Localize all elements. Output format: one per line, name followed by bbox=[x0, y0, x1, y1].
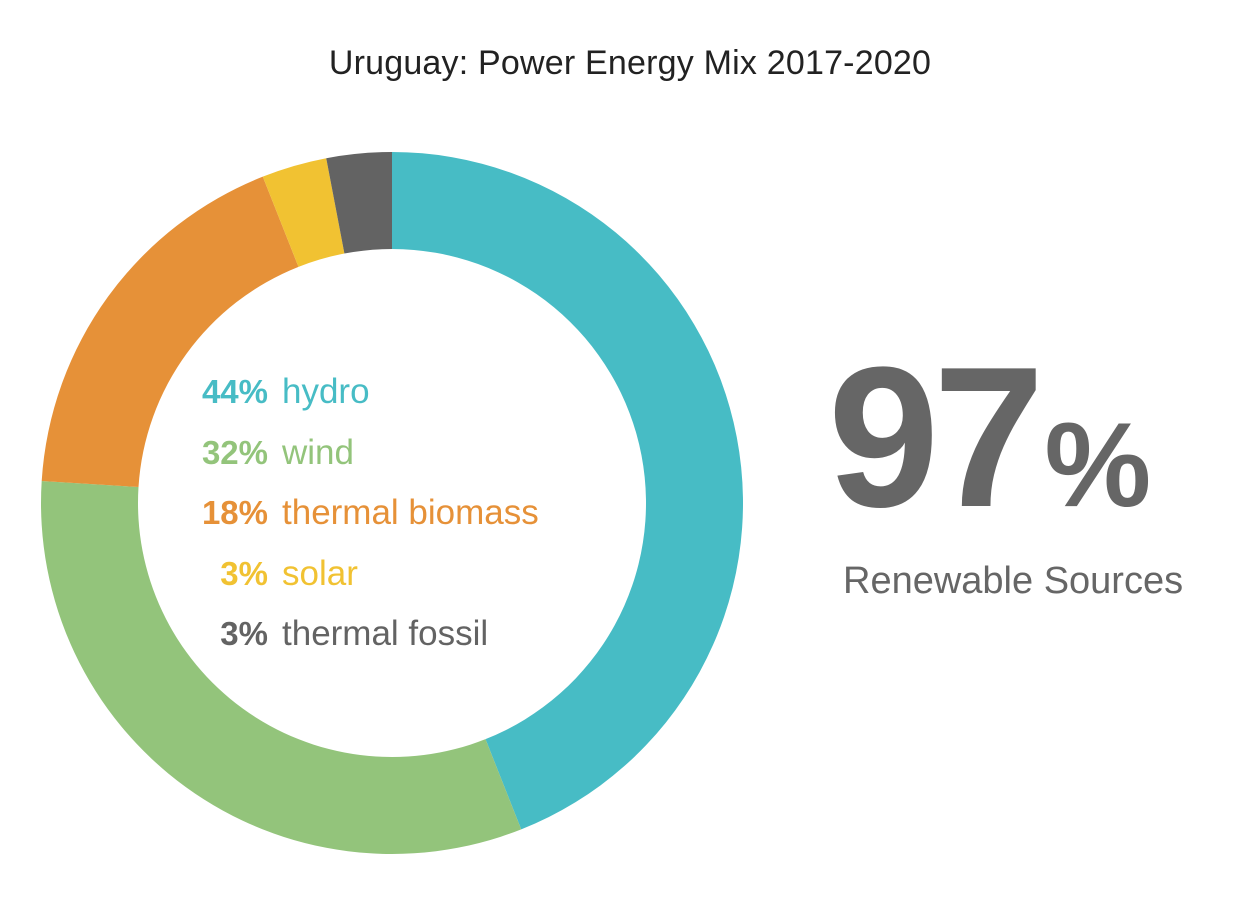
legend-value: 44% bbox=[201, 373, 268, 410]
legend-item-solar: 3% solar bbox=[140, 554, 660, 615]
renewable-share-sign: % bbox=[1044, 398, 1152, 532]
legend-value: 3% bbox=[220, 554, 268, 592]
renewable-caption: Renewable Sources bbox=[843, 560, 1184, 602]
donut-slice-hydro bbox=[392, 152, 743, 830]
legend: 44% hydro 32% wind 18% thermal biomass 3… bbox=[140, 372, 660, 675]
donut-chart bbox=[40, 152, 743, 855]
renewable-share-number: 97 bbox=[828, 326, 1044, 549]
legend-item-hydro: 44% hydro bbox=[140, 372, 660, 433]
legend-item-wind: 32% wind bbox=[140, 433, 660, 494]
legend-label: hydro bbox=[282, 372, 370, 411]
renewable-share: 97% bbox=[828, 338, 1151, 538]
legend-item-thermal-biomass: 18% thermal biomass bbox=[140, 493, 660, 554]
legend-label: thermal fossil bbox=[282, 614, 489, 653]
donut-slice-solar bbox=[262, 158, 345, 267]
legend-value: 32% bbox=[201, 433, 268, 471]
chart-title: Uruguay: Power Energy Mix 2017-2020 bbox=[328, 44, 932, 82]
legend-value: 3% bbox=[220, 615, 268, 652]
legend-label: solar bbox=[282, 553, 358, 593]
donut-slice-thermal-biomass bbox=[41, 176, 299, 488]
donut-slice-wind bbox=[40, 480, 522, 855]
legend-item-thermal-fossil: 3% thermal fossil bbox=[140, 614, 660, 675]
legend-label: wind bbox=[282, 432, 354, 472]
legend-value: 18% bbox=[201, 494, 268, 531]
legend-label: thermal biomass bbox=[282, 493, 539, 532]
donut-slice-thermal-fossil bbox=[326, 152, 392, 254]
